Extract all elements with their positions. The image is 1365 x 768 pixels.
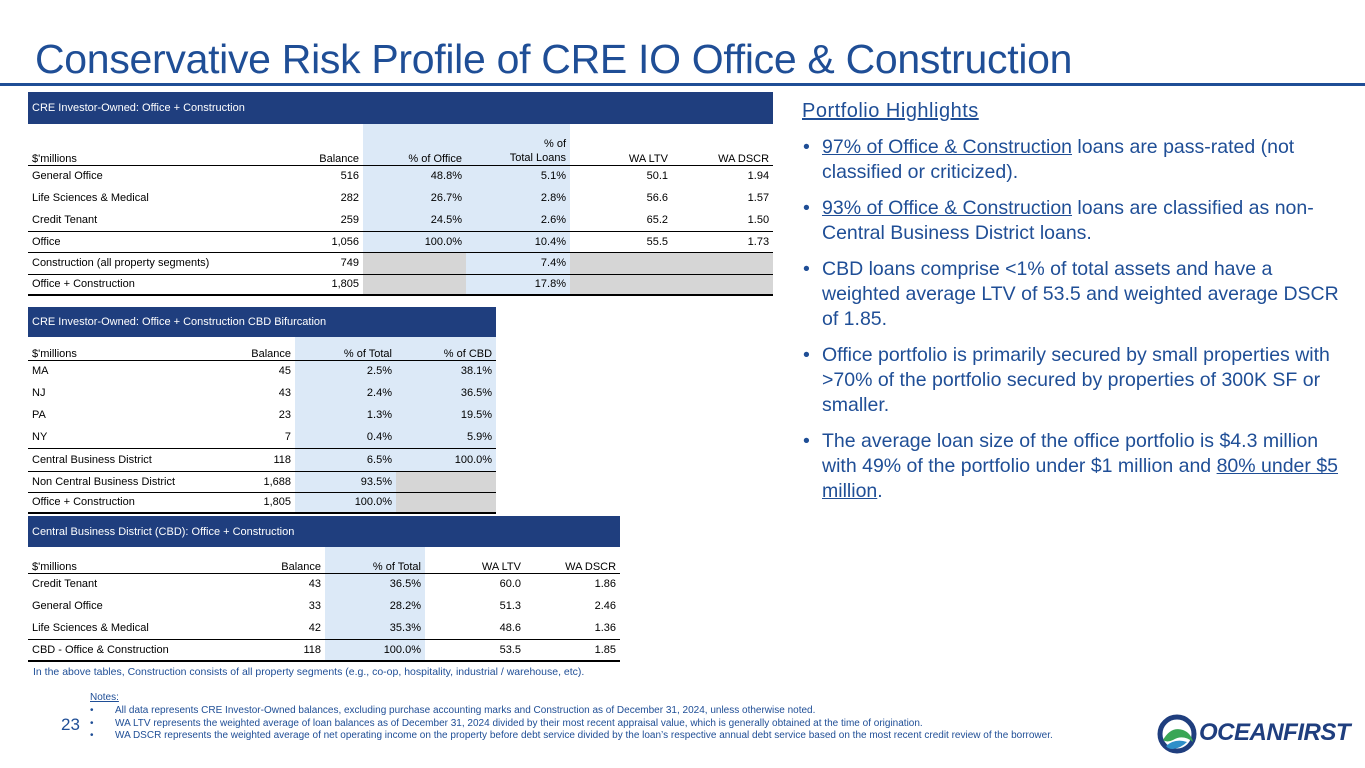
table-row: Central Business District 118 6.5% 100.0% (28, 448, 497, 472)
note-item: WA LTV represents the weighted average o… (90, 718, 1150, 731)
title-divider (0, 83, 1365, 86)
note-item: All data represents CRE Investor-Owned b… (90, 705, 1150, 718)
table1-col-label: $'millions (28, 124, 263, 166)
table3-col-ltv: WA LTV (425, 547, 525, 574)
table2-col-pct-cbd: % of CBD (396, 337, 497, 361)
table-row: MA 45 2.5% 38.1% (28, 360, 497, 382)
table1-col-dscr: WA DSCR (672, 124, 774, 166)
table2-col-balance: Balance (218, 337, 295, 361)
note-item: WA DSCR represents the weighted average … (90, 730, 1150, 743)
highlight-item: Office portfolio is primarily secured by… (802, 343, 1347, 418)
oceanfirst-logo: OCEANFIRST (1157, 712, 1351, 756)
highlight-item: 97% of Office & Construction loans are p… (802, 135, 1347, 185)
notes-heading: Notes: (90, 692, 119, 703)
highlight-item: The average loan size of the office port… (802, 429, 1347, 504)
table-row: Credit Tenant 43 36.5% 60.0 1.86 (28, 573, 620, 595)
tables-caption: In the above tables, Construction consis… (33, 666, 585, 678)
table-row: NJ 43 2.4% 36.5% (28, 382, 497, 404)
table-row: Office 1,056 100.0% 10.4% 55.5 1.73 (28, 231, 774, 253)
cbd-bifurcation-table: CRE Investor-Owned: Office + Constructio… (28, 307, 497, 514)
table-row: General Office 516 48.8% 5.1% 50.1 1.94 (28, 165, 773, 187)
highlight-item: CBD loans comprise <1% of total assets a… (802, 257, 1347, 332)
table2-col-label: $'millions (28, 337, 218, 361)
highlights-title: Portfolio Highlights (802, 100, 979, 122)
table2-header: CRE Investor-Owned: Office + Constructio… (28, 307, 497, 337)
office-construction-table: CRE Investor-Owned: Office + Constructio… (28, 92, 774, 296)
page-title: Conservative Risk Profile of CRE IO Offi… (35, 36, 1073, 82)
table1-header: CRE Investor-Owned: Office + Constructio… (28, 92, 774, 124)
table3-col-pct-total: % of Total (325, 547, 425, 574)
logo-wordmark: OCEANFIRST (1199, 719, 1351, 746)
table3-col-balance: Balance (225, 547, 325, 574)
table3-header: Central Business District (CBD): Office … (28, 516, 621, 547)
cbd-office-construction-table: Central Business District (CBD): Office … (28, 516, 621, 662)
table-row: Construction (all property segments) 749 … (28, 252, 774, 275)
oceanfirst-wave-icon (1157, 714, 1197, 754)
table1-col-pct-total: % of Total Loans (466, 124, 570, 166)
table3-col-label: $'millions (28, 547, 225, 574)
table1-col-ltv: WA LTV (570, 124, 672, 166)
table-row: NY 7 0.4% 5.9% (28, 426, 497, 449)
table1-col-pct-office: % of Office (363, 124, 466, 166)
table-row: CBD - Office & Construction 118 100.0% 53.… (28, 639, 621, 662)
table-row: Credit Tenant 259 24.5% 2.6% 65.2 1.50 (28, 209, 774, 232)
table1-col-balance: Balance (263, 124, 363, 166)
table2-col-pct-total: % of Total (295, 337, 396, 361)
footnotes: Notes: All data represents CRE Investor-… (90, 692, 1150, 743)
portfolio-highlights: Portfolio Highlights 97% of Office & Con… (802, 100, 1347, 515)
highlight-item: 93% of Office & Construction loans are c… (802, 196, 1347, 246)
table-row: PA 23 1.3% 19.5% (28, 404, 497, 426)
table-row: Life Sciences & Medical 282 26.7% 2.8% 56.… (28, 187, 773, 209)
table-row: Life Sciences & Medical 42 35.3% 48.6 1.36 (28, 617, 621, 640)
page-number: 23 (61, 715, 80, 734)
table-row: General Office 33 28.2% 51.3 2.46 (28, 595, 620, 617)
table-row: Non Central Business District 1,688 93.5% (28, 471, 497, 493)
table-row: Office + Construction 1,805 17.8% (28, 274, 774, 296)
table3-col-dscr: WA DSCR (525, 547, 621, 574)
table-row: Office + Construction 1,805 100.0% (28, 492, 497, 514)
